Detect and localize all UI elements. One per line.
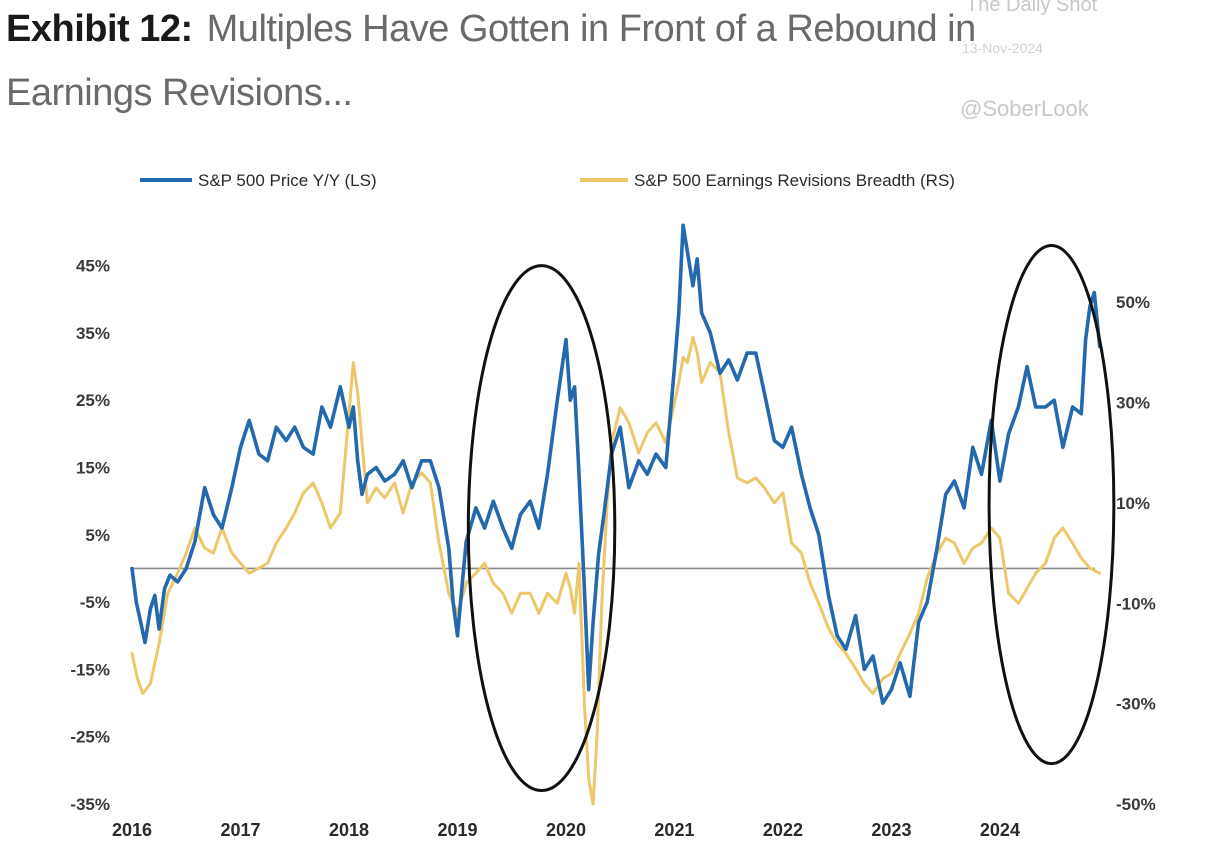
highlight-ellipse-2 bbox=[987, 243, 1116, 766]
legend-label-1: S&P 500 Price Y/Y (LS) bbox=[198, 171, 377, 190]
left-tick-label: 5% bbox=[85, 526, 110, 545]
x-tick-label: 2024 bbox=[980, 820, 1020, 840]
x-tick-label: 2021 bbox=[654, 820, 694, 840]
title-text-1: Multiples Have Gotten in Front of a Rebo… bbox=[206, 8, 977, 50]
right-tick-label: -50% bbox=[1116, 795, 1156, 814]
right-tick-label: 50% bbox=[1116, 293, 1150, 312]
watermark-handle: @SoberLook bbox=[960, 96, 1089, 121]
series-layer bbox=[130, 223, 1102, 806]
right-tick-label: 10% bbox=[1116, 494, 1150, 513]
x-tick-label: 2019 bbox=[437, 820, 477, 840]
x-tick-label: 2017 bbox=[220, 820, 260, 840]
right-axis: 50% 30% 10% -10% -30% -50% bbox=[1116, 293, 1156, 814]
exhibit-label: Exhibit 12: bbox=[6, 8, 193, 50]
left-axis: 45% 35% 25% 15% 5% -5% -15% -25% -35% bbox=[70, 257, 110, 814]
series-line-price bbox=[130, 223, 1102, 705]
x-tick-label: 2022 bbox=[763, 820, 803, 840]
series-line-revisions bbox=[130, 335, 1102, 806]
title-line-2: Earnings Revisions... bbox=[6, 72, 353, 114]
x-tick-label: 2018 bbox=[329, 820, 369, 840]
x-tick-label: 2016 bbox=[112, 820, 152, 840]
left-tick-label: 25% bbox=[76, 391, 110, 410]
left-tick-label: 45% bbox=[76, 257, 110, 276]
highlight-ellipse-1 bbox=[466, 264, 617, 793]
left-tick-label: -5% bbox=[80, 593, 110, 612]
right-tick-label: -10% bbox=[1116, 594, 1156, 613]
watermark-date: 13-Nov-2024 bbox=[962, 40, 1043, 56]
left-tick-label: -15% bbox=[70, 660, 110, 679]
left-tick-label: -25% bbox=[70, 728, 110, 747]
title-line-1: Exhibit 12: Multiples Have Gotten in Fron… bbox=[6, 8, 976, 51]
x-tick-label: 2020 bbox=[546, 820, 586, 840]
right-tick-label: -30% bbox=[1116, 695, 1156, 714]
left-tick-label: 15% bbox=[76, 459, 110, 478]
right-tick-label: 30% bbox=[1116, 394, 1150, 413]
annotation-layer bbox=[466, 243, 1116, 793]
legend-label-2: S&P 500 Earnings Revisions Breadth (RS) bbox=[634, 171, 955, 190]
line-chart: S&P 500 Price Y/Y (LS) S&P 500 Earnings R… bbox=[70, 171, 1156, 840]
chart-legend: S&P 500 Price Y/Y (LS) S&P 500 Earnings R… bbox=[140, 171, 955, 190]
x-tick-label: 2023 bbox=[871, 820, 911, 840]
watermark-source: The Daily Shot bbox=[966, 0, 1098, 16]
left-tick-label: -35% bbox=[70, 795, 110, 814]
x-axis: 2016 2017 2018 2019 2020 2021 2022 2023 2024 bbox=[112, 820, 1020, 840]
left-tick-label: 35% bbox=[76, 324, 110, 343]
